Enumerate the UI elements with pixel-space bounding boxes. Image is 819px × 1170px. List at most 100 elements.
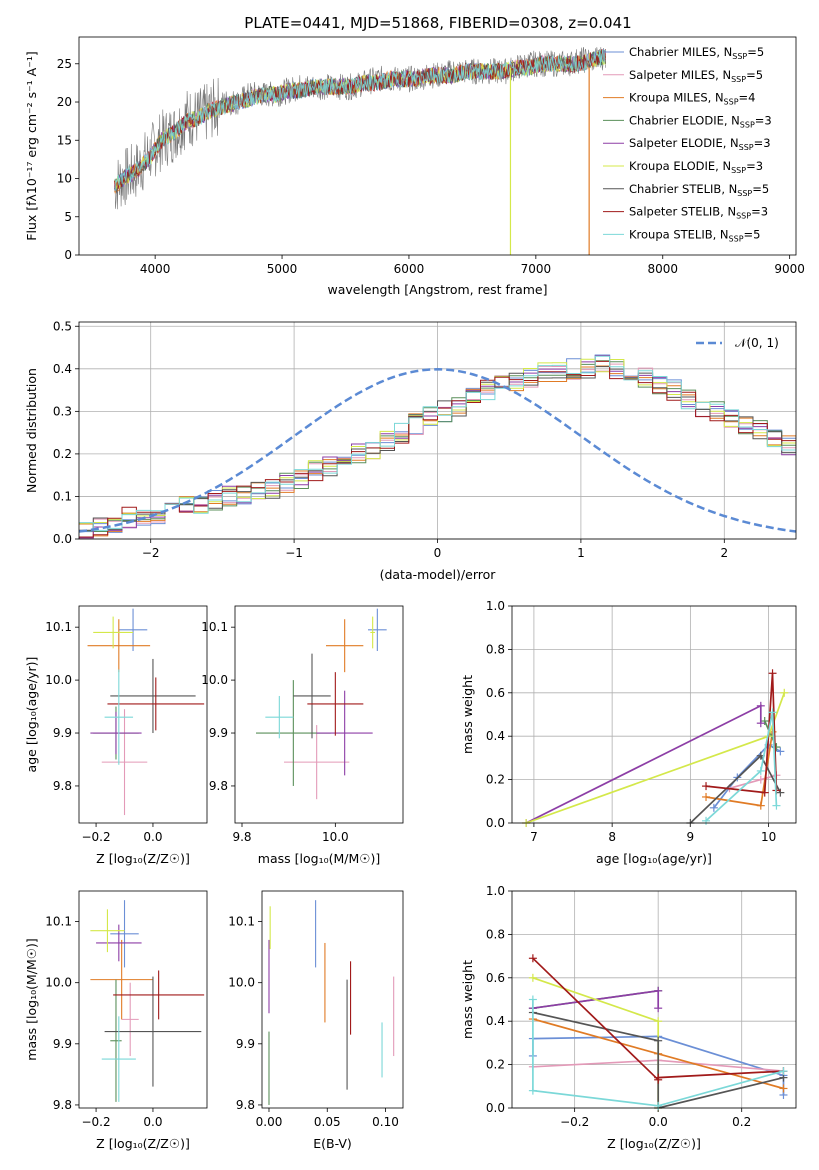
legend-subscript: SSP (731, 75, 746, 84)
y-tick-label: 25 (57, 57, 72, 71)
legend-count: 3 (763, 136, 770, 150)
legend-entry: Salpeter STELIB, NSSP=3 (629, 205, 768, 221)
mass-weight-marker (756, 719, 765, 728)
legend-subscript: SSP (740, 120, 755, 129)
legend-count: 3 (761, 205, 768, 219)
y-axis-label: mass [log₁₀(M/M☉)] (24, 938, 39, 1060)
y-tick-label: 10 (57, 172, 72, 186)
axes-frame (78, 890, 208, 1109)
mass-weight-marker (654, 986, 663, 995)
mass-weight-line (532, 999, 784, 1107)
y-tick-label: 10.1 (45, 915, 72, 929)
axes-frame (261, 890, 404, 1109)
y-tick-label: 9.8 (209, 779, 228, 793)
mass-weight-marker (528, 995, 537, 1004)
x-axis-label: mass [log₁₀(M/M☉)] (258, 851, 380, 866)
model-spectrum-line (114, 49, 606, 189)
mass-weight-marker (654, 1036, 663, 1045)
histogram-step (79, 360, 796, 538)
x-tick-label: −2 (142, 546, 160, 560)
legend-entry: Chabrier STELIB, NSSP=5 (629, 182, 769, 198)
x-axis-label: Z [log₁₀(Z/Z☉)] (607, 1136, 701, 1151)
legend-label: Salpeter STELIB, N (629, 205, 736, 219)
x-tick-label: 1 (577, 546, 585, 560)
y-tick-label: 0.6 (486, 971, 505, 985)
mass-weight-marker (654, 1101, 663, 1110)
mass-weight-marker (779, 1084, 788, 1093)
mass-weight-marker (760, 717, 769, 726)
axes-frame (511, 605, 797, 824)
mass-weight-marker (702, 816, 711, 825)
y-tick-label: 10.0 (228, 976, 255, 990)
legend-entry: Kroupa STELIB, NSSP=5 (629, 227, 761, 243)
legend-subscript: SSP (736, 212, 751, 221)
axes-frame (511, 890, 797, 1109)
x-tick-label: 0.0 (649, 1115, 668, 1129)
legend-count: 5 (753, 227, 760, 241)
legend-subscript: SSP (731, 166, 746, 175)
legend-equals: = (747, 45, 757, 59)
axes-frame (78, 321, 797, 540)
y-tick-label: 15 (57, 133, 72, 147)
mass-weight-marker (654, 1004, 663, 1013)
histogram-step (79, 358, 796, 524)
legend-label: Chabrier STELIB, N (629, 182, 737, 196)
x-tick-label: 7000 (521, 262, 552, 276)
x-axis-label: E(B-V) (313, 1136, 352, 1151)
legend-label: Chabrier ELODIE, N (629, 113, 740, 127)
histogram-step (79, 360, 796, 532)
x-tick-label: 0.00 (256, 1115, 283, 1129)
y-tick-label: 9.8 (53, 1098, 72, 1112)
y-tick-label: 5 (64, 210, 72, 224)
mass-weight-marker (702, 792, 711, 801)
legend-label: 𝒩(0, 1) (735, 336, 779, 350)
histogram-step (79, 354, 796, 533)
y-tick-label: 0.1 (53, 489, 72, 503)
y-tick-label: 0.8 (486, 927, 505, 941)
mass-weight-marker (528, 1086, 537, 1095)
y-tick-label: 9.8 (53, 779, 72, 793)
mass-weight-line (705, 712, 778, 822)
legend-subscript: SSP (724, 98, 739, 107)
y-tick-label: 9.8 (236, 1098, 255, 1112)
legend-entry: Kroupa ELODIE, NSSP=3 (629, 159, 763, 175)
legend-count: 5 (756, 68, 763, 82)
x-tick-label: 9000 (774, 262, 805, 276)
legend-count: 3 (764, 113, 771, 127)
x-axis-label: age [log₁₀(age/yr)] (596, 851, 712, 866)
y-tick-label: 0.4 (486, 729, 505, 743)
legend-equals: = (751, 205, 761, 219)
x-tick-label: 8 (608, 830, 616, 844)
mass-weight-marker (756, 766, 765, 775)
y-tick-label: 0.8 (486, 642, 505, 656)
normal-curve (78, 368, 797, 533)
x-tick-label: 10 (761, 830, 776, 844)
legend-equals: = (739, 91, 749, 105)
y-tick-label: 10.0 (45, 976, 72, 990)
y-axis-label: Flux [fλ10⁻¹⁷ erg cm⁻² s⁻¹ A⁻¹] (24, 51, 39, 240)
legend-subscript: SSP (737, 189, 752, 198)
x-tick-label: 0.05 (314, 1115, 341, 1129)
mass-weight-marker (772, 801, 781, 810)
mass-weight-marker (654, 1073, 663, 1082)
y-tick-label: 0.2 (486, 773, 505, 787)
y-tick-label: 9.9 (53, 1037, 72, 1051)
legend-entry: Kroupa MILES, NSSP=4 (629, 91, 756, 107)
legend-equals: = (744, 227, 754, 241)
mass-weight-marker (756, 775, 765, 784)
y-tick-label: 9.9 (209, 726, 228, 740)
mass-weight-marker (756, 801, 765, 810)
legend-label: Chabrier MILES, N (629, 45, 732, 59)
x-tick-label: 5000 (267, 262, 298, 276)
legend-count: 5 (762, 182, 769, 196)
x-tick-label: 9.8 (232, 830, 251, 844)
x-tick-label: 7 (530, 830, 538, 844)
mass-weight-marker (780, 688, 789, 697)
y-tick-label: 0.6 (486, 686, 505, 700)
x-axis-label: (data-model)/error (380, 567, 497, 582)
mass-weight-marker (702, 782, 711, 791)
y-tick-label: 9.9 (53, 726, 72, 740)
mass-weight-marker (709, 803, 718, 812)
legend-count: 5 (757, 45, 764, 59)
